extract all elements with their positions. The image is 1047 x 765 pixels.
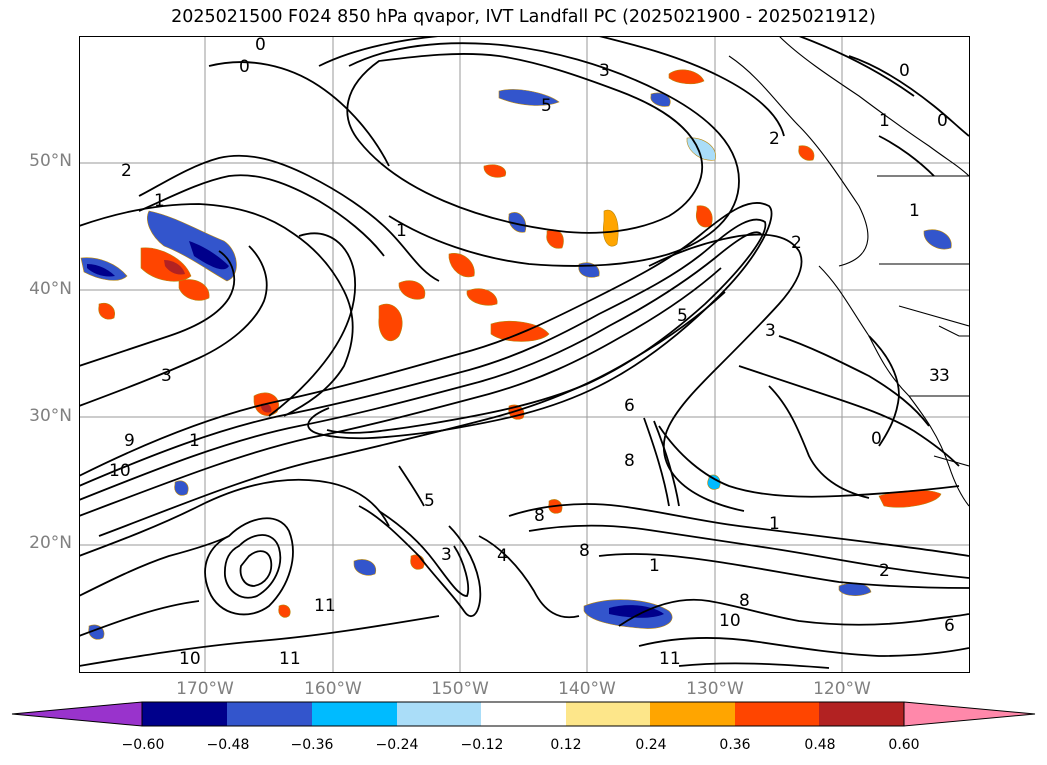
- contour-label: 1: [189, 431, 200, 451]
- colorbar-bins: [11, 701, 1036, 727]
- contour-label: 3: [939, 366, 950, 386]
- colorbar-tick: 0.24: [635, 737, 667, 753]
- contour-label: 10: [719, 611, 741, 631]
- colorbar-tick: −0.60: [121, 737, 165, 753]
- contour-label: 8: [579, 541, 590, 561]
- gridlines: [79, 36, 969, 672]
- contour-label: 1: [769, 514, 780, 534]
- contour-label: 1: [879, 111, 890, 131]
- contour-label: 11: [314, 596, 336, 616]
- contour-label: 0: [255, 36, 266, 55]
- lon-label: 140°W: [558, 679, 616, 699]
- contour-label: 1: [649, 556, 660, 576]
- lon-label: 170°W: [176, 679, 234, 699]
- lon-label: 130°W: [686, 679, 744, 699]
- colorbar-bin: [735, 702, 819, 726]
- contour-label: 6: [624, 396, 635, 416]
- contour-label: 2: [769, 129, 780, 149]
- lon-label: 160°W: [304, 679, 362, 699]
- lat-label: 20°N: [29, 533, 72, 553]
- contour-label: 0: [871, 429, 882, 449]
- map-canvas: 0 0 0 0 1 1 2 3 3 5 1 1 2 3 5 6 8 9 10 1…: [79, 36, 969, 672]
- colorbar-tick: −0.24: [375, 737, 419, 753]
- qvapor-shading: [80, 69, 952, 640]
- contour-label: 3: [161, 366, 172, 386]
- contour-label: 5: [424, 491, 435, 511]
- colorbar-tick: −0.36: [290, 737, 334, 753]
- contour-label: 0: [239, 57, 250, 77]
- colorbar-bin: [312, 702, 397, 726]
- contour-label: 2: [879, 561, 890, 581]
- colorbar-tick: −0.12: [460, 737, 504, 753]
- contour-label: 10: [179, 649, 201, 669]
- contour-label: 10: [109, 461, 131, 481]
- colorbar: [11, 701, 1036, 727]
- map-title: 2025021500 F024 850 hPa qvapor, IVT Land…: [171, 7, 876, 27]
- colorbar-tick: 0.36: [719, 737, 751, 753]
- colorbar-bin: [227, 702, 312, 726]
- colorbar-tick: 0.12: [550, 737, 582, 753]
- contour-label: 8: [534, 506, 545, 526]
- lat-label: 30°N: [29, 406, 72, 426]
- contour-label: 1: [154, 191, 165, 211]
- colorbar-tick: 0.60: [888, 737, 920, 753]
- contour-label: 4: [497, 546, 508, 566]
- contour-label: 11: [279, 649, 301, 669]
- lon-label: 150°W: [431, 679, 489, 699]
- colorbar-bin: [397, 702, 481, 726]
- colorbar-bin: [650, 702, 735, 726]
- contour-label: 2: [791, 233, 802, 253]
- coastlines: [728, 36, 969, 507]
- colorbar-bin: [819, 702, 904, 726]
- contour-label: 3: [929, 366, 940, 386]
- lat-label: 40°N: [29, 279, 72, 299]
- contour-label: 3: [441, 545, 452, 565]
- colorbar-extend-under: [11, 701, 143, 727]
- colorbar-bin: [142, 702, 227, 726]
- contour-label: 11: [659, 649, 681, 669]
- contour-label: 1: [396, 221, 407, 241]
- contour-label: 8: [624, 451, 635, 471]
- lon-label: 120°W: [813, 679, 871, 699]
- colorbar-extend-over: [903, 701, 1036, 727]
- colorbar-tick: 0.48: [804, 737, 836, 753]
- contour-label: 9: [124, 431, 135, 451]
- contour-label: 3: [765, 321, 776, 341]
- contour-label: 5: [677, 306, 688, 326]
- map-panel: 0 0 0 0 1 1 2 3 3 5 1 1 2 3 5 6 8 9 10 1…: [79, 36, 969, 672]
- colorbar-bin: [566, 702, 650, 726]
- contour-label: 6: [944, 616, 955, 636]
- contour-label: 3: [599, 61, 610, 81]
- contour-label: 1: [909, 201, 920, 221]
- lat-label: 50°N: [29, 151, 72, 171]
- contours: [79, 36, 969, 669]
- colorbar-tick: −0.48: [206, 737, 250, 753]
- contour-label: 5: [541, 96, 552, 116]
- contour-label: 0: [937, 111, 948, 131]
- contour-label: 0: [899, 61, 910, 81]
- colorbar-bin: [481, 702, 566, 726]
- contour-label: 2: [121, 161, 132, 181]
- contour-label: 8: [739, 591, 750, 611]
- contour-labels: 0 0 0 0 1 1 2 3 3 5 1 1 2 3 5 6 8 9 10 1…: [109, 36, 955, 669]
